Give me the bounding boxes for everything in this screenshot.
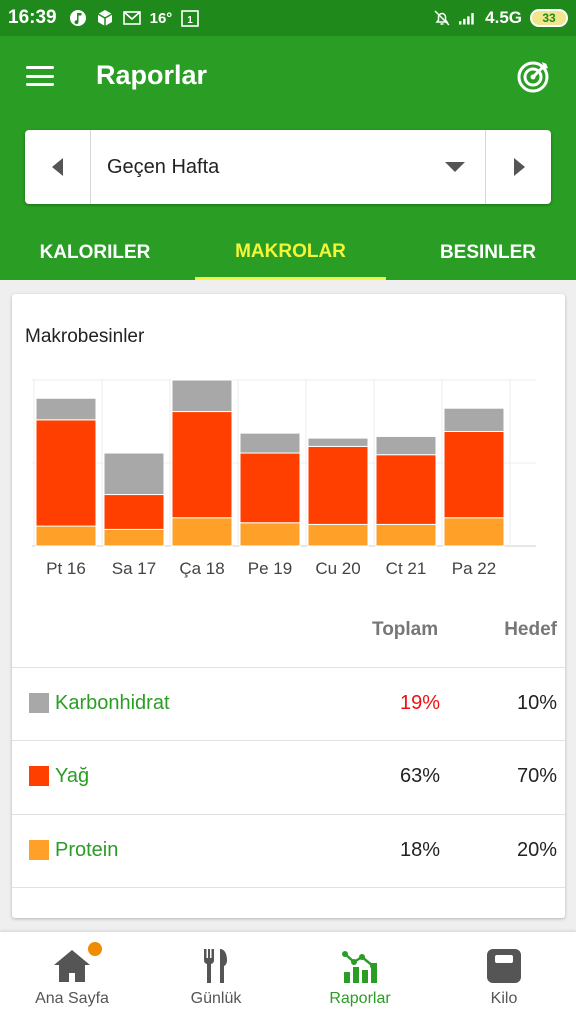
chart-bar-segment bbox=[375, 435, 437, 456]
dropdown-arrow-icon bbox=[445, 162, 465, 172]
chart-bar-segment bbox=[307, 523, 369, 547]
chevron-right-icon bbox=[513, 158, 525, 176]
chart-tick-label: Pa 22 bbox=[452, 559, 496, 578]
nav-label: Raporlar bbox=[329, 990, 391, 1007]
macro-name: Yağ bbox=[55, 765, 90, 787]
macro-goal: 10% bbox=[516, 692, 557, 714]
card-title: Makrobesinler bbox=[25, 326, 145, 347]
chart-bar-segment bbox=[239, 522, 301, 547]
macro-name: Protein bbox=[55, 839, 119, 861]
week-dropdown[interactable]: Geçen Hafta bbox=[91, 130, 485, 204]
nav-reports[interactable]: Raporlar bbox=[288, 932, 432, 1024]
nav-diary[interactable]: Günlük bbox=[144, 932, 288, 1024]
chart-bar-segment bbox=[375, 523, 437, 547]
network-type: 4.5G bbox=[485, 8, 522, 27]
battery-icon: 33 bbox=[530, 9, 568, 27]
status-bar: 16:39 16° 1 4.5G 33 bbox=[0, 0, 576, 36]
report-tabs: KALORILER MAKROLAR BESINLER bbox=[0, 226, 576, 280]
chart-bar-segment bbox=[375, 454, 437, 525]
signal-icon bbox=[459, 9, 477, 27]
macro-row-fat: Yağ 63% 70% bbox=[12, 740, 565, 814]
chart-tick-label: Cu 20 bbox=[315, 559, 360, 578]
chart-bar-segment bbox=[239, 452, 301, 524]
chart-tick-label: Ct 21 bbox=[386, 559, 427, 578]
fork-knife-icon bbox=[196, 946, 236, 986]
chart-bar-segment bbox=[443, 407, 505, 432]
nav-home[interactable]: Ana Sayfa bbox=[0, 932, 144, 1024]
previous-week-button[interactable] bbox=[25, 130, 91, 204]
week-selector: Geçen Hafta bbox=[25, 130, 551, 204]
carbs-color-swatch bbox=[29, 693, 49, 713]
chart-bar-segment bbox=[171, 517, 233, 547]
macro-stacked-bar-chart: Pt 16 Sa 17 Ça 18 Pe 19 Cu 20 Ct 21 Pa 22 bbox=[32, 379, 536, 578]
target-icon[interactable] bbox=[516, 58, 552, 94]
nav-weight[interactable]: Kilo bbox=[432, 932, 576, 1024]
nav-label: Günlük bbox=[190, 990, 242, 1007]
chart-bar-segment bbox=[307, 437, 369, 447]
fat-color-swatch bbox=[29, 766, 49, 786]
scale-icon bbox=[484, 946, 524, 986]
chart-bar-segment bbox=[171, 411, 233, 519]
header-goal: Hedef bbox=[504, 619, 557, 640]
nav-label: Ana Sayfa bbox=[35, 990, 109, 1007]
package-icon bbox=[96, 9, 114, 27]
chevron-left-icon bbox=[51, 158, 63, 176]
macro-total: 63% bbox=[399, 765, 440, 787]
tab-besinler[interactable]: BESINLER bbox=[439, 242, 537, 263]
music-note-icon bbox=[69, 9, 87, 27]
tab-kaloriler[interactable]: KALORILER bbox=[39, 242, 151, 263]
macro-goal: 70% bbox=[516, 765, 557, 787]
status-temperature: 16° bbox=[149, 9, 173, 27]
protein-color-swatch bbox=[29, 840, 49, 860]
tab-makrolar[interactable]: MAKROLAR bbox=[195, 226, 386, 280]
bottom-navigation: Ana Sayfa Günlük Raporlar Kilo bbox=[0, 932, 576, 1024]
battery-level: 33 bbox=[542, 11, 556, 25]
reports-chart-icon bbox=[340, 946, 380, 986]
chart-bar-segment bbox=[35, 525, 97, 547]
chart-bar-segment bbox=[35, 419, 97, 527]
macro-row-protein: Protein 18% 20% bbox=[12, 814, 565, 888]
nav-label: Kilo bbox=[490, 990, 518, 1007]
macro-total: 19% bbox=[399, 692, 440, 714]
svg-text:1: 1 bbox=[188, 15, 194, 26]
chart-tick-label: Sa 17 bbox=[112, 559, 156, 578]
chart-bar-segment bbox=[171, 379, 233, 413]
app-bar: Raporlar Geçen Hafta KALORILER MAKROLAR … bbox=[0, 36, 576, 280]
macro-total: 18% bbox=[399, 839, 440, 861]
macro-row-carbs: Karbonhidrat 19% 10% bbox=[12, 667, 565, 741]
macros-card: Makrobesinler Pt 16 Sa 17 Ça 18 Pe 19 Cu 20 C… bbox=[12, 294, 565, 918]
calendar-icon: 1 bbox=[181, 9, 200, 27]
chart-bar-segment bbox=[35, 397, 97, 421]
chart-bar-segment bbox=[103, 528, 165, 547]
divider bbox=[12, 887, 565, 888]
chart-bar-segment bbox=[103, 452, 165, 496]
notification-dot bbox=[88, 942, 102, 956]
chart-bar-segment bbox=[307, 445, 369, 525]
chart-bar-segment bbox=[443, 430, 505, 519]
chart-tick-label: Pe 19 bbox=[248, 559, 292, 578]
page-title: Raporlar bbox=[96, 60, 208, 90]
mail-icon bbox=[122, 9, 141, 27]
macro-name: Karbonhidrat bbox=[55, 692, 170, 714]
home-icon bbox=[52, 942, 102, 986]
chart-tick-label: Ça 18 bbox=[179, 559, 224, 578]
chart-bar-segment bbox=[443, 517, 505, 547]
chart-bar-segment bbox=[103, 494, 165, 530]
header-total: Toplam bbox=[372, 619, 439, 640]
alarm-off-icon bbox=[433, 9, 451, 27]
hamburger-menu-icon[interactable] bbox=[24, 64, 56, 88]
status-time: 16:39 bbox=[8, 7, 57, 28]
chart-bar-segment bbox=[239, 432, 301, 454]
macro-goal: 20% bbox=[516, 839, 557, 861]
chart-tick-label: Pt 16 bbox=[46, 559, 86, 578]
week-dropdown-value: Geçen Hafta bbox=[107, 155, 220, 178]
next-week-button[interactable] bbox=[485, 130, 551, 204]
